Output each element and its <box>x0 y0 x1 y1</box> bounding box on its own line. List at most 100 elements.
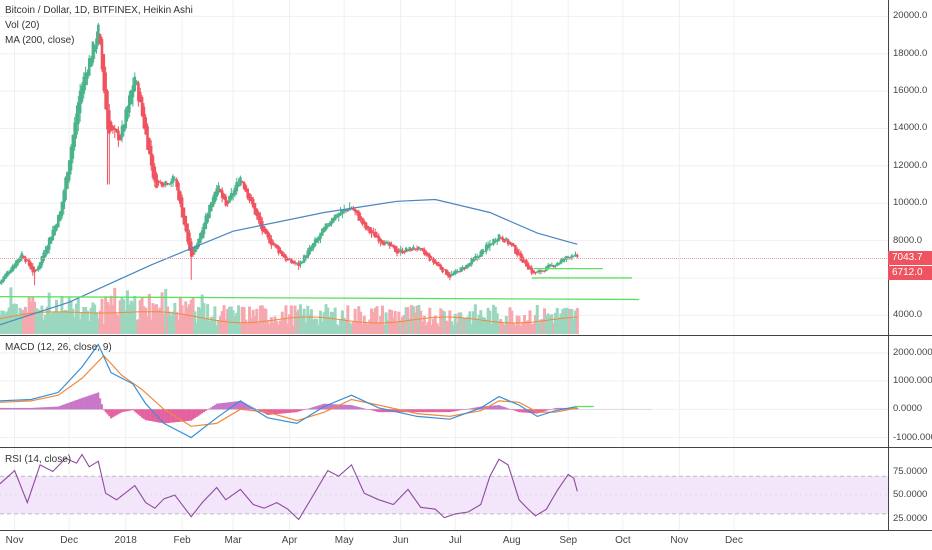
rsi-pane-label[interactable]: RSI (14, close) <box>5 454 72 465</box>
volume-bar <box>339 319 343 334</box>
candle <box>11 263 15 272</box>
volume-bar <box>442 311 446 334</box>
macd-pane-label[interactable]: MACD (12, 26, close, 9) <box>5 342 112 353</box>
candle <box>508 241 512 246</box>
candle-body <box>333 214 337 221</box>
macd-histogram-bar <box>552 408 555 410</box>
candle <box>412 244 415 251</box>
volume-bar <box>120 297 124 334</box>
macd-histogram-bar <box>461 409 464 410</box>
candle-body <box>248 193 251 201</box>
moving-average-label[interactable]: MA (200, close) <box>5 35 75 46</box>
candle <box>310 244 313 252</box>
macd-histogram-bar <box>368 409 371 410</box>
candle-body <box>9 269 13 273</box>
macd-histogram-bar <box>0 407 1 410</box>
candle-body <box>472 258 475 262</box>
candle <box>315 237 319 244</box>
macd-histogram-bar <box>13 407 16 410</box>
candle <box>517 248 521 256</box>
volume-bar <box>357 306 361 334</box>
macd-histogram-bar <box>122 409 125 412</box>
macd-histogram-bar <box>397 409 400 413</box>
time-tick-label: Jun <box>392 535 409 546</box>
volume-bar <box>439 308 443 334</box>
symbol-title[interactable]: Bitcoin / Dollar, 1D, BITFINEX, Heikin A… <box>5 5 193 16</box>
volume-bar <box>408 318 412 334</box>
candle <box>250 194 253 205</box>
candle <box>421 247 424 252</box>
candle <box>484 242 488 255</box>
candle-body <box>421 248 424 251</box>
macd-histogram-bar <box>363 408 366 410</box>
candle-body <box>479 251 483 257</box>
candle <box>155 171 158 189</box>
macd-histogram-bar <box>550 409 553 410</box>
macd-histogram-bar <box>55 406 58 410</box>
macd-histogram-bar <box>97 392 100 410</box>
volume-bar <box>169 315 173 334</box>
candle <box>366 225 370 232</box>
macd-histogram-bar <box>39 407 42 410</box>
macd-histogram-bar <box>237 401 240 410</box>
volume-bar <box>47 292 51 334</box>
candle-body <box>15 260 18 267</box>
candle-body <box>55 224 58 231</box>
macd-histogram-bar <box>443 409 446 413</box>
macd-histogram-bar <box>268 409 271 415</box>
volume-bar <box>135 320 139 334</box>
candle-body <box>506 239 510 245</box>
candle <box>375 231 379 238</box>
candle-body <box>220 190 224 198</box>
candle <box>324 223 328 232</box>
macd-histogram-bar <box>142 409 145 419</box>
candle-body <box>554 265 557 267</box>
candle-body <box>168 183 171 185</box>
volume-bar <box>45 306 49 334</box>
macd-histogram-bar <box>177 409 180 422</box>
candle <box>428 252 432 262</box>
macd-histogram-bar <box>115 409 118 416</box>
candle-body <box>475 256 479 259</box>
candle-body <box>268 234 271 244</box>
macd-histogram-bar <box>270 409 273 415</box>
volume-bar <box>164 288 168 334</box>
candle-body <box>255 208 259 217</box>
macd-histogram-bar <box>421 409 424 413</box>
volume-bar <box>424 325 428 334</box>
volume-bar <box>171 311 175 334</box>
macd-histogram-bar <box>137 409 140 415</box>
candle-body <box>179 191 182 204</box>
time-tick-label: May <box>334 535 354 546</box>
candle <box>346 209 350 212</box>
volume-bar <box>235 312 239 334</box>
volume-bar <box>186 307 190 334</box>
candle <box>550 262 554 267</box>
macd-histogram-bar <box>350 405 353 410</box>
candle <box>9 267 13 274</box>
candle-body <box>42 252 46 261</box>
macd-histogram-bar <box>481 406 484 410</box>
volume-bar <box>342 317 346 334</box>
volume-bar <box>315 319 319 334</box>
candle <box>40 255 44 269</box>
candle-body <box>410 248 413 252</box>
volume-bar <box>166 306 170 334</box>
macd-histogram-bar <box>157 409 160 423</box>
candle <box>393 245 397 252</box>
candle <box>202 222 206 239</box>
macd-histogram-bar <box>359 407 362 410</box>
candle <box>548 263 552 268</box>
candle-body <box>26 259 29 261</box>
candle <box>413 248 417 251</box>
macd-histogram-bar <box>437 409 440 413</box>
volume-bar <box>360 324 364 334</box>
volume-bar <box>80 312 84 334</box>
volume-indicator-label[interactable]: Vol (20) <box>5 20 40 31</box>
candle-body <box>481 249 484 255</box>
candle <box>146 123 149 151</box>
volume-bar <box>144 307 148 334</box>
volume-bar <box>53 312 57 334</box>
macd-tick-label: 1000.0000 <box>893 375 932 387</box>
